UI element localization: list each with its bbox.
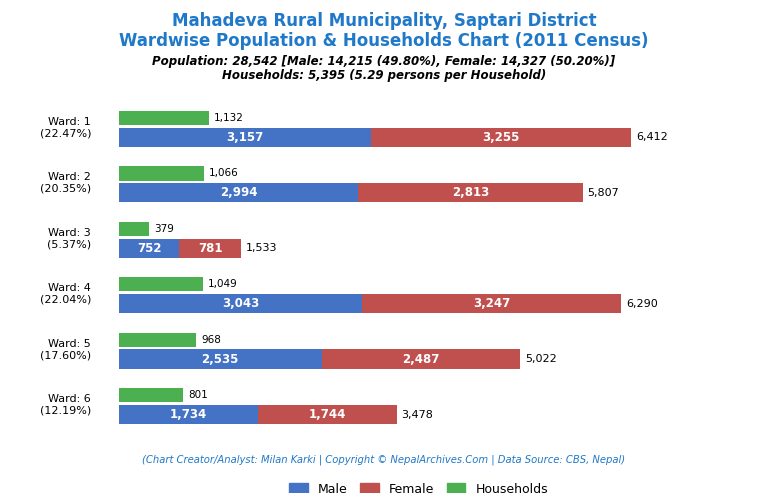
Text: 1,744: 1,744 bbox=[309, 408, 346, 421]
Bar bbox=[119, 333, 197, 347]
Text: 2,487: 2,487 bbox=[402, 352, 439, 366]
Text: 752: 752 bbox=[137, 242, 161, 255]
Bar bbox=[179, 239, 241, 258]
Text: 2,994: 2,994 bbox=[220, 186, 257, 199]
Text: 6,290: 6,290 bbox=[626, 299, 658, 309]
Bar bbox=[119, 128, 371, 147]
Bar bbox=[119, 277, 203, 291]
Text: 3,043: 3,043 bbox=[222, 297, 259, 310]
Text: 1,049: 1,049 bbox=[207, 280, 237, 289]
Bar bbox=[119, 167, 204, 180]
Bar bbox=[119, 239, 179, 258]
Text: Mahadeva Rural Municipality, Saptari District: Mahadeva Rural Municipality, Saptari Dis… bbox=[172, 12, 596, 31]
Text: 801: 801 bbox=[188, 390, 207, 400]
Bar bbox=[119, 405, 257, 424]
Bar bbox=[257, 405, 397, 424]
Bar bbox=[119, 222, 149, 236]
Text: Ward: 6
(12.19%): Ward: 6 (12.19%) bbox=[40, 394, 91, 416]
Text: 5,807: 5,807 bbox=[588, 188, 620, 198]
Text: 968: 968 bbox=[201, 335, 221, 345]
Bar bbox=[119, 294, 362, 314]
Text: 3,255: 3,255 bbox=[482, 131, 520, 144]
Text: Ward: 3
(5.37%): Ward: 3 (5.37%) bbox=[47, 228, 91, 249]
Bar bbox=[119, 183, 358, 203]
Text: 3,157: 3,157 bbox=[227, 131, 263, 144]
Text: Ward: 5
(17.60%): Ward: 5 (17.60%) bbox=[40, 339, 91, 360]
Legend: Male, Female, Households: Male, Female, Households bbox=[284, 478, 553, 493]
Bar bbox=[119, 111, 210, 125]
Text: Population: 28,542 [Male: 14,215 (49.80%), Female: 14,327 (50.20%)]: Population: 28,542 [Male: 14,215 (49.80%… bbox=[152, 55, 616, 68]
Text: 6,412: 6,412 bbox=[636, 133, 667, 142]
Text: Wardwise Population & Households Chart (2011 Census): Wardwise Population & Households Chart (… bbox=[119, 32, 649, 50]
Text: (Chart Creator/Analyst: Milan Karki | Copyright © NepalArchives.Com | Data Sourc: (Chart Creator/Analyst: Milan Karki | Co… bbox=[142, 454, 626, 465]
Text: Ward: 4
(22.04%): Ward: 4 (22.04%) bbox=[40, 283, 91, 305]
Text: 5,022: 5,022 bbox=[525, 354, 557, 364]
Text: 781: 781 bbox=[198, 242, 223, 255]
Text: 1,132: 1,132 bbox=[214, 113, 244, 123]
Text: Households: 5,395 (5.29 persons per Household): Households: 5,395 (5.29 persons per Hous… bbox=[222, 69, 546, 82]
Bar bbox=[119, 388, 183, 402]
Text: 1,734: 1,734 bbox=[170, 408, 207, 421]
Text: Ward: 1
(22.47%): Ward: 1 (22.47%) bbox=[40, 117, 91, 139]
Text: 2,813: 2,813 bbox=[452, 186, 489, 199]
Text: 3,247: 3,247 bbox=[473, 297, 511, 310]
Text: 1,066: 1,066 bbox=[209, 169, 239, 178]
Bar bbox=[362, 294, 621, 314]
Text: 2,535: 2,535 bbox=[201, 352, 239, 366]
Bar bbox=[371, 128, 631, 147]
Text: 379: 379 bbox=[154, 224, 174, 234]
Text: Ward: 2
(20.35%): Ward: 2 (20.35%) bbox=[40, 173, 91, 194]
Bar bbox=[358, 183, 583, 203]
Bar bbox=[119, 350, 322, 369]
Text: 1,533: 1,533 bbox=[247, 243, 278, 253]
Text: 3,478: 3,478 bbox=[402, 410, 433, 420]
Bar bbox=[322, 350, 520, 369]
